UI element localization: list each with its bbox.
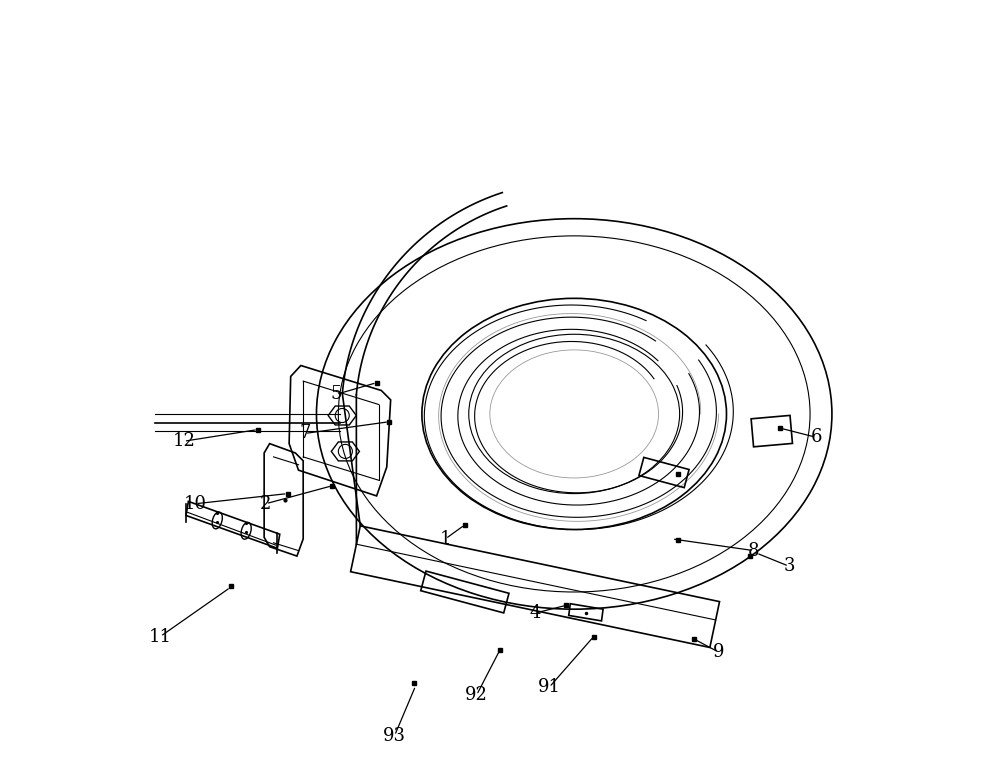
Text: 12: 12 (172, 432, 195, 451)
Text: 92: 92 (465, 686, 488, 704)
Text: 91: 91 (538, 678, 561, 697)
Text: 1: 1 (440, 530, 451, 548)
Text: 4: 4 (529, 604, 541, 622)
Text: 8: 8 (748, 541, 760, 560)
Text: 3: 3 (783, 557, 795, 576)
Text: 2: 2 (260, 494, 271, 513)
Text: 93: 93 (383, 726, 406, 745)
Text: 7: 7 (299, 424, 310, 443)
Text: 5: 5 (330, 385, 342, 404)
Text: 11: 11 (149, 627, 172, 646)
Text: 10: 10 (184, 494, 207, 513)
Text: 6: 6 (811, 428, 822, 447)
Text: 9: 9 (713, 643, 724, 662)
